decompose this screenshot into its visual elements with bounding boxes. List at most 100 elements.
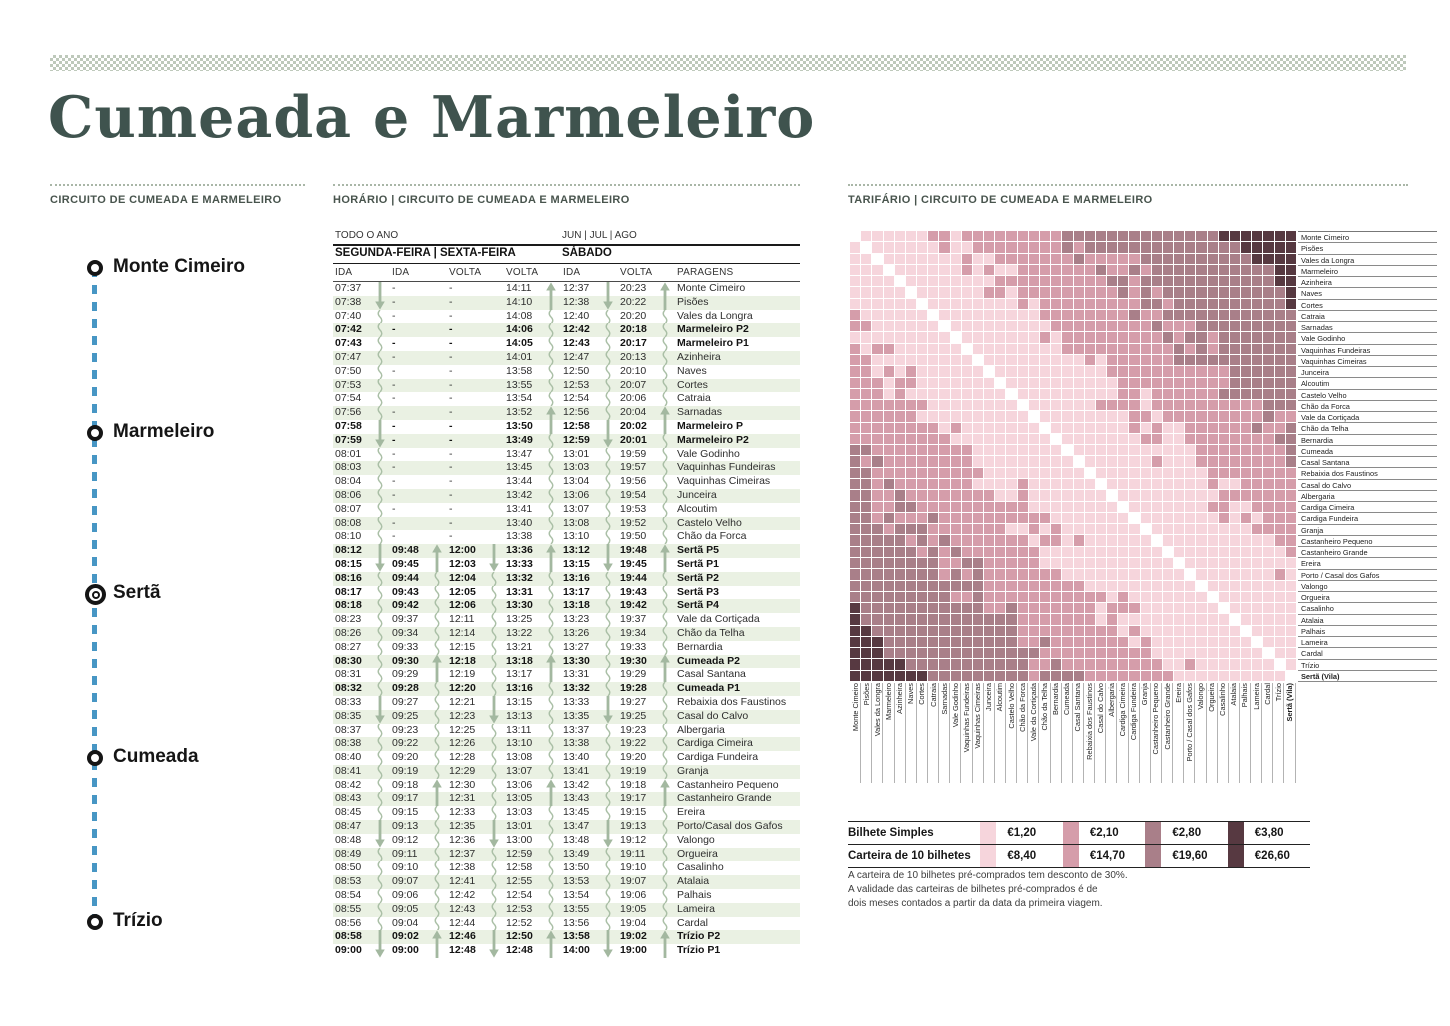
stop-name-cell: Ereira [677,806,706,819]
matrix-column-label: Casal Santana [1073,683,1083,732]
fare-cell [1151,535,1162,546]
fare-cell [1107,614,1118,625]
fare-cell [1207,343,1218,355]
fare-cell [883,546,894,557]
fare-cell [1062,433,1073,445]
fare-cell [1129,321,1140,332]
stop-name-cell: Sarnadas [677,406,722,419]
fare-cell [984,298,995,309]
fare-cell [1162,253,1174,264]
fare-cell [1107,422,1118,433]
fare-cell [917,456,928,467]
fare-cell [1252,636,1263,648]
fare-cell [939,388,950,400]
fare-cell [1039,456,1051,467]
fare-cell [1095,456,1107,467]
fare-cell [850,557,861,569]
fare-cell [1039,309,1051,321]
time-cell: 12:05 [449,585,476,598]
fare-cell [894,670,905,681]
time-cell: - [392,502,396,515]
route-trace-mark [598,599,618,614]
matrix-column-label: Naves [906,683,916,704]
fare-cell [1274,332,1285,343]
fare-cell [894,546,905,557]
fare-cell [961,242,972,253]
route-trace-mark [427,709,447,724]
fare-cell [1073,603,1084,614]
fare-cell [1107,456,1118,467]
fare-cell [917,343,928,355]
route-trace-mark [370,902,390,917]
time-cell: 20:18 [620,323,647,336]
time-cell: - [449,530,453,543]
matrix-column-label: Trízio [1273,683,1283,702]
time-cell: 07:47 [335,350,362,363]
fare-cell [1051,388,1062,400]
fare-cell [1196,490,1207,501]
fare-cell [1229,479,1241,490]
fare-cell [1207,569,1218,580]
route-trace-mark [541,447,561,462]
route-trace-mark [370,847,390,862]
fare-cell [1196,445,1207,456]
fare-cell [1285,422,1296,433]
fare-cell [995,276,1006,287]
fare-cell [1151,433,1162,445]
route-trace-mark [541,571,561,586]
fare-cell [995,535,1006,546]
fare-cell [1263,501,1274,512]
time-cell: 07:50 [335,364,362,377]
stop-name-cell: Orgueira [677,847,718,860]
fare-cell [961,445,972,456]
fare-cell [1252,490,1263,501]
legend-label: Carteira de 10 bilhetes [848,850,971,862]
fare-cell [1107,445,1118,456]
route-node [87,260,103,276]
fare-cell [1218,546,1229,557]
route-trace-mark [655,392,675,407]
fare-cell [917,524,928,535]
fare-cell [972,411,984,422]
fare-cell [872,332,883,343]
fare-cell [1151,479,1162,490]
fare-cell [861,456,872,467]
fare-cell [1285,321,1296,332]
fare-cell [883,422,894,433]
fare-cell [1017,456,1028,467]
fare-cell [1028,321,1039,332]
fare-cell [1162,264,1174,276]
fare-cell [1017,298,1028,309]
route-trace-mark [484,489,504,503]
timetable-row: 08:54 09:06 12:42 12:54 13:54 19:06 Palhais [333,889,800,903]
fare-cell [1162,332,1174,343]
fare-cell [984,625,995,636]
fare-cell [1196,670,1207,681]
fare-cell [1162,321,1174,332]
matrix-row-label: Vales da Longra [1298,255,1437,266]
fare-cell [939,253,950,264]
fare-cell [1174,467,1185,479]
fare-cell [1218,276,1229,287]
fare-cell [917,355,928,366]
fare-cell [883,298,894,309]
route-trace-mark [655,668,675,683]
fare-cell [1084,253,1095,264]
matrix-row-label: Atalaia [1298,615,1437,626]
fare-cell [995,648,1006,659]
fare-cell [950,388,961,400]
fare-cell [872,298,883,309]
route-trace-mark [598,902,618,917]
fare-cell [894,659,905,670]
route-trace-mark [427,723,447,738]
time-cell: 13:30 [563,654,590,667]
fare-cell [961,456,972,467]
route-trace-mark [427,916,447,931]
timetable-row: 07:47- -14:01 12:47 20:13 Azinheira [333,350,800,365]
matrix-column-label-cell: Lameira [1251,683,1263,783]
fare-cell [1241,490,1252,501]
time-cell: - [392,309,396,322]
fare-cell [1095,355,1107,366]
fare-cell [872,591,883,603]
route-trace-mark [484,778,504,793]
